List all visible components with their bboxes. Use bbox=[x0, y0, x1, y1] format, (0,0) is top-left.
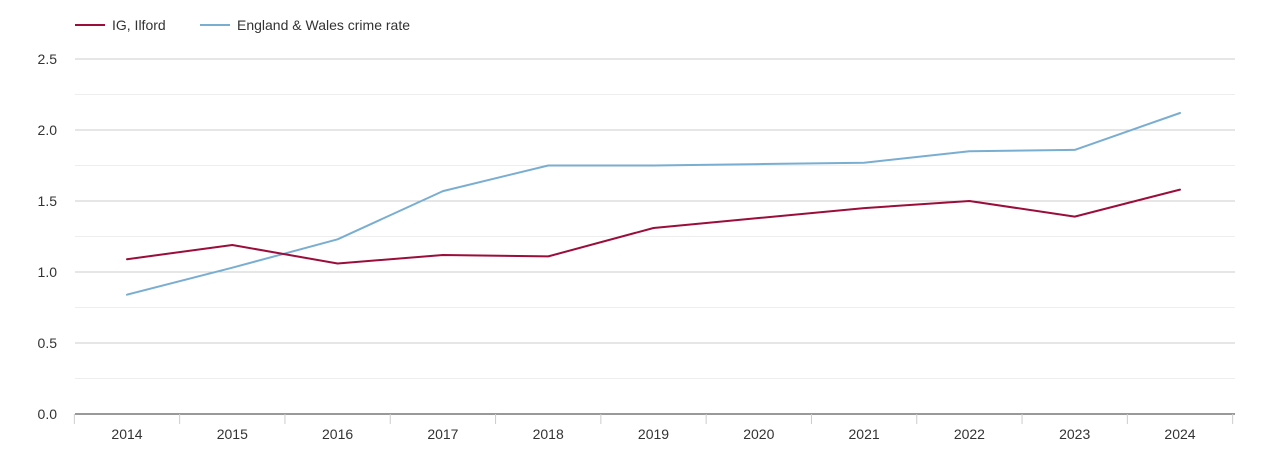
x-tick-label-2024: 2024 bbox=[1164, 426, 1195, 442]
data-point-ig-ilford-2018[interactable] bbox=[545, 253, 551, 259]
data-point-england-wales-2017[interactable] bbox=[440, 188, 446, 194]
data-point-england-wales-2020[interactable] bbox=[756, 161, 762, 167]
legend-label-ig-ilford: IG, Ilford bbox=[112, 17, 166, 33]
gridlines bbox=[75, 58, 1235, 379]
series-lines bbox=[124, 110, 1183, 298]
data-point-england-wales-2014[interactable] bbox=[124, 292, 130, 298]
data-point-ig-ilford-2020[interactable] bbox=[756, 215, 762, 221]
data-point-ig-ilford-2015[interactable] bbox=[229, 242, 235, 248]
legend-item-series-2[interactable]: England & Wales crime rate bbox=[200, 17, 410, 33]
data-point-england-wales-2021[interactable] bbox=[861, 160, 867, 166]
x-tick-label-2018: 2018 bbox=[533, 426, 564, 442]
series-line-england-wales[interactable] bbox=[126, 112, 1181, 296]
data-point-ig-ilford-2022[interactable] bbox=[966, 198, 972, 204]
data-point-england-wales-2023[interactable] bbox=[1072, 147, 1078, 153]
data-point-ig-ilford-2024[interactable] bbox=[1177, 187, 1183, 193]
series-line-ig-ilford[interactable] bbox=[126, 188, 1181, 265]
data-point-ig-ilford-2016[interactable] bbox=[335, 260, 341, 266]
x-tick-label-2021: 2021 bbox=[849, 426, 880, 442]
axes: 0.0 0.5 1.0 1.5 2.0 2.5 2014 2015 2016 2017 2018 20… bbox=[38, 51, 1235, 442]
data-point-england-wales-2022[interactable] bbox=[966, 148, 972, 154]
data-point-england-wales-2015[interactable] bbox=[229, 265, 235, 271]
data-point-england-wales-2019[interactable] bbox=[651, 163, 657, 169]
data-point-england-wales-2018[interactable] bbox=[545, 163, 551, 169]
y-tick-label-3: 1.5 bbox=[38, 193, 58, 209]
legend-label-england-wales: England & Wales crime rate bbox=[237, 17, 410, 33]
x-tick-label-2017: 2017 bbox=[427, 426, 458, 442]
data-point-ig-ilford-2017[interactable] bbox=[440, 252, 446, 258]
y-tick-label-5: 2.5 bbox=[38, 51, 58, 67]
x-tick-label-2019: 2019 bbox=[638, 426, 669, 442]
x-tick-label-2022: 2022 bbox=[954, 426, 985, 442]
x-tick-label-2015: 2015 bbox=[217, 426, 248, 442]
y-tick-label-2: 1.0 bbox=[38, 264, 58, 280]
legend: IG, Ilford England & Wales crime rate bbox=[75, 17, 410, 33]
y-tick-label-0: 0.0 bbox=[38, 406, 58, 422]
data-point-ig-ilford-2021[interactable] bbox=[861, 205, 867, 211]
data-point-ig-ilford-2023[interactable] bbox=[1072, 214, 1078, 220]
x-tick-label-2016: 2016 bbox=[322, 426, 353, 442]
data-point-england-wales-2024[interactable] bbox=[1177, 110, 1183, 116]
y-tick-label-4: 2.0 bbox=[38, 122, 58, 138]
x-tick-label-2014: 2014 bbox=[111, 426, 142, 442]
data-point-england-wales-2016[interactable] bbox=[335, 236, 341, 242]
y-tick-label-1: 0.5 bbox=[38, 335, 58, 351]
legend-item-series-1[interactable]: IG, Ilford bbox=[75, 17, 166, 33]
data-point-ig-ilford-2019[interactable] bbox=[651, 225, 657, 231]
x-tick-label-2020: 2020 bbox=[743, 426, 774, 442]
data-point-ig-ilford-2014[interactable] bbox=[124, 256, 130, 262]
x-tick-label-2023: 2023 bbox=[1059, 426, 1090, 442]
